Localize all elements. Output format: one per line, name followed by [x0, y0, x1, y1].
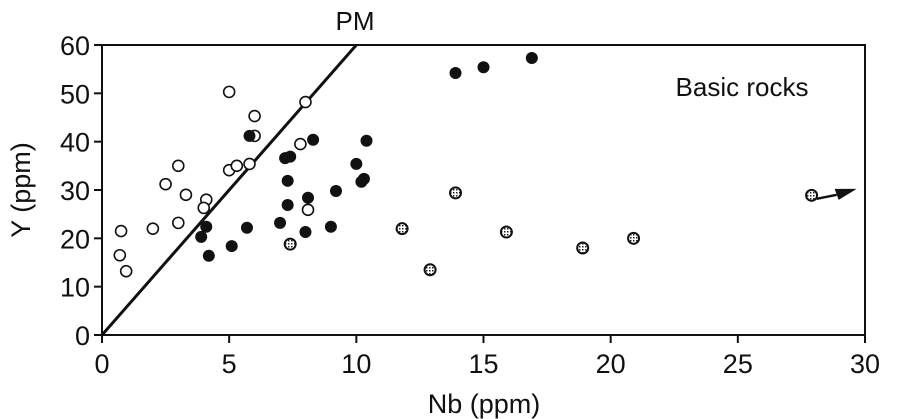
open-circle-point [299, 95, 312, 109]
open-circle-point [294, 137, 307, 151]
open-circle-point [172, 159, 185, 173]
hatched-circle-point [395, 222, 409, 236]
filled-circle-point [225, 240, 238, 253]
y-axis-label: Y (ppm) [6, 142, 36, 238]
filled-circle-point [240, 221, 253, 234]
axis-ticks: 0 5 10 15 20 25 30 0 10 20 30 40 50 60 [60, 31, 880, 379]
off-scale-arrow-icon [816, 188, 857, 201]
open-circle-point [172, 216, 185, 230]
filled-circle-point [307, 133, 320, 146]
arrow-head [834, 188, 857, 200]
hatched-circle-point [576, 241, 590, 255]
hatched-circle-point [499, 225, 513, 239]
pm-reference-line [100, 44, 358, 336]
y-tick-label: 10 [60, 273, 90, 303]
open-circle-point [301, 203, 315, 217]
open-circle-point [146, 222, 160, 235]
filled-circle-point [284, 150, 297, 163]
filled-circle-point [243, 129, 256, 142]
filled-circle-point [200, 220, 213, 233]
open-circle-point [243, 157, 256, 171]
y-tick-label: 40 [60, 128, 90, 158]
open-circle-point [222, 85, 236, 99]
y-tick-label: 50 [60, 79, 90, 109]
pm-label: PM [336, 6, 375, 36]
x-tick-label: 25 [723, 349, 753, 379]
filled-circle-point [281, 198, 294, 211]
filled-circle-point [357, 172, 370, 185]
y-tick-label: 60 [60, 31, 90, 61]
open-circle-point [159, 177, 172, 191]
hatched-circle-point [627, 231, 641, 245]
hatched-circle-point [423, 263, 437, 277]
y-tick-label: 30 [60, 176, 90, 206]
filled-circle-point [302, 191, 315, 204]
filled-circle-point [274, 216, 287, 229]
x-tick-label: 5 [222, 349, 237, 379]
filled-circle-point [360, 134, 373, 147]
annotation-basic-rocks: Basic rocks [676, 72, 809, 102]
open-circle-point [114, 224, 128, 238]
open-circle-point [197, 201, 211, 215]
y-tick-label: 20 [60, 224, 90, 254]
filled-circle-point [329, 184, 342, 197]
arrow-shaft [816, 193, 837, 201]
open-circle-point [119, 264, 133, 278]
x-tick-label: 30 [850, 349, 880, 379]
x-tick-label: 15 [468, 349, 498, 379]
open-circle-point [113, 248, 127, 262]
x-tick-label: 10 [341, 349, 371, 379]
x-tick-label: 0 [94, 349, 109, 379]
hatched-circle-point [449, 186, 463, 200]
pm-line [100, 44, 358, 336]
hatched-circle-point [283, 237, 297, 251]
x-tick-label: 20 [596, 349, 626, 379]
filled-circle-point [525, 52, 538, 65]
open-circle-point [179, 188, 193, 202]
data-points [113, 52, 819, 278]
filled-circle-point [299, 226, 312, 239]
hatched-circle-point [805, 188, 819, 202]
filled-circle-point [477, 61, 490, 74]
y-tick-label: 0 [75, 321, 90, 351]
filled-circle-point [449, 67, 462, 80]
filled-circle-point [202, 249, 215, 262]
filled-circle-point [350, 157, 363, 170]
filled-circle-point [324, 220, 337, 233]
open-circle-point [248, 109, 261, 123]
filled-circle-point [281, 174, 294, 187]
x-axis-label: Nb (ppm) [428, 389, 541, 419]
open-circle-point [230, 159, 244, 173]
filled-circle-point [195, 230, 208, 243]
